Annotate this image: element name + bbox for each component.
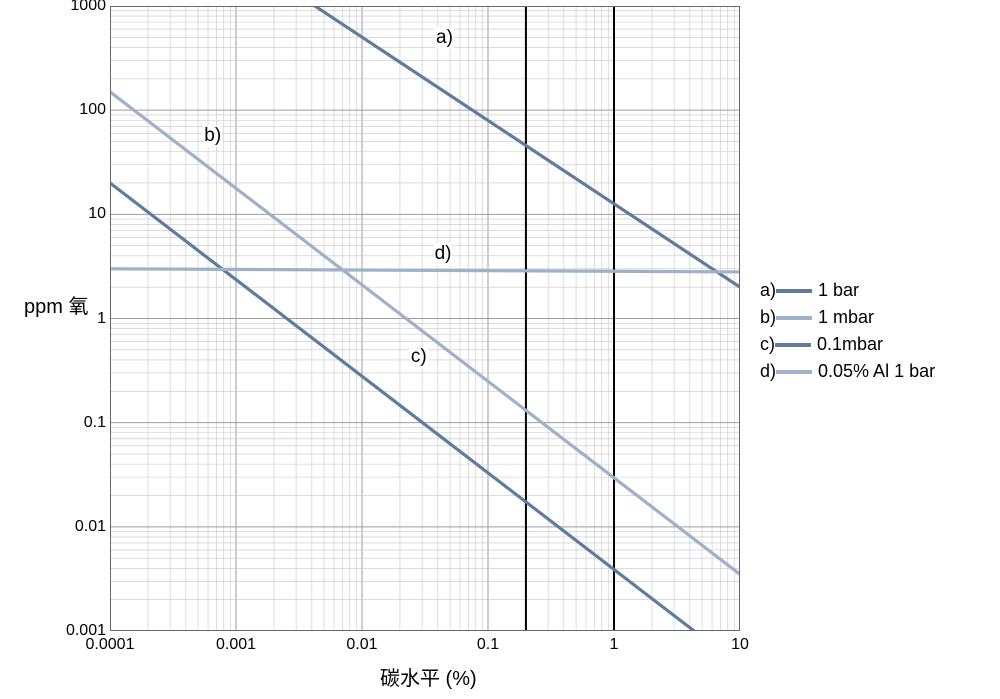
x-tick: 0.001 [216, 636, 256, 654]
legend-label-a: 1 bar [818, 280, 859, 301]
legend-label-d: 0.05% Al 1 bar [818, 361, 935, 382]
y-tick: 10 [88, 205, 106, 223]
legend-item-a: a) 1 bar [760, 280, 935, 301]
legend-item-b: b) 1 mbar [760, 307, 935, 328]
legend-key-b: b) [760, 307, 776, 328]
x-tick: 0.1 [477, 636, 499, 654]
plot-area [110, 6, 740, 631]
chart-container: ppm 氧 碳水平 (%) 0.001 0.01 0.1 1 10 100 1000 0.0… [0, 0, 1000, 699]
legend-label-c: 0.1mbar [817, 334, 883, 355]
plot-svg [110, 6, 740, 631]
legend-key-d: d) [760, 361, 776, 382]
x-tick: 0.0001 [86, 636, 135, 654]
series-inline-label: c) [410, 346, 428, 368]
x-axis-label: 碳水平 (%) [380, 662, 477, 691]
y-tick: 0.1 [84, 414, 106, 432]
y-tick: 0.01 [75, 518, 106, 536]
legend-key-c: c) [760, 334, 775, 355]
series-inline-label: b) [203, 125, 222, 147]
x-tick: 0.01 [346, 636, 377, 654]
series-inline-label: a) [435, 27, 454, 49]
y-tick: 1000 [70, 0, 106, 15]
legend-swatch-b [776, 316, 812, 320]
series-inline-label: d) [434, 243, 453, 265]
x-tick: 1 [610, 636, 619, 654]
x-tick: 10 [731, 636, 749, 654]
y-axis-label: ppm 氧 [24, 290, 88, 319]
legend-item-c: c) 0.1mbar [760, 334, 935, 355]
legend-item-d: d) 0.05% Al 1 bar [760, 361, 935, 382]
legend-swatch-c [775, 343, 811, 347]
legend-swatch-a [776, 289, 812, 293]
y-tick: 1 [97, 310, 106, 328]
legend: a) 1 bar b) 1 mbar c) 0.1mbar d) 0.05% A… [760, 280, 935, 388]
legend-swatch-d [776, 370, 812, 374]
y-tick: 100 [79, 101, 106, 119]
legend-label-b: 1 mbar [818, 307, 874, 328]
legend-key-a: a) [760, 280, 776, 301]
